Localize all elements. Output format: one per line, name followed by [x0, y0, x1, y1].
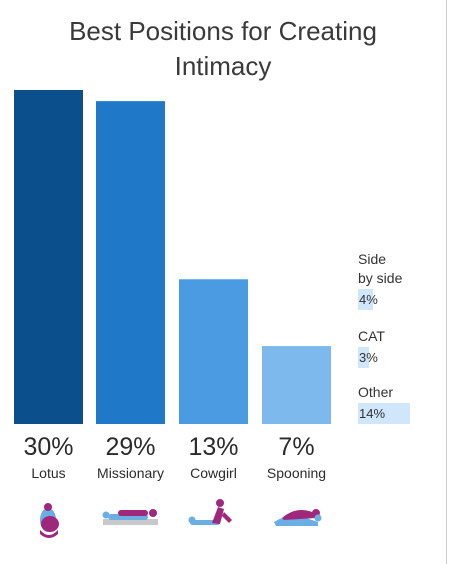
value-label-cowgirl: 13%: [188, 433, 238, 461]
bar-chart: 30% Lotus 29% Missionary 13% Cowgirl 7% Spoonin…: [14, 90, 331, 538]
bar-missionary: [96, 101, 165, 424]
other-item-value: 14%: [359, 406, 386, 421]
other-item: Side by side 4%: [358, 250, 402, 310]
bar-spooning: [262, 346, 331, 424]
other-item: Other 14%: [358, 383, 410, 424]
value-label-spooning: 7%: [278, 433, 314, 461]
value-label-lotus: 30%: [23, 433, 73, 461]
bar-cowgirl: [179, 279, 248, 424]
other-item-label: Side by side: [358, 251, 403, 286]
other-item-fill: [358, 347, 370, 368]
other-item-label: Other: [358, 384, 394, 400]
missionary-icon: [102, 509, 158, 525]
cowgirl-icon: [188, 499, 232, 525]
category-label-lotus: Lotus: [31, 465, 65, 481]
other-item-value: 3%: [359, 350, 378, 365]
bar-lotus: [14, 90, 83, 424]
category-label-spooning: Spooning: [267, 465, 326, 481]
category-label-missionary: Missionary: [97, 465, 164, 481]
other-item: CAT 3%: [358, 327, 385, 368]
frame-divider: [446, 0, 447, 564]
other-item-label: CAT: [358, 328, 385, 344]
other-item-bar: 4%: [358, 289, 402, 310]
other-item-bar: 14%: [358, 403, 410, 424]
chart-title-line-2: Intimacy: [174, 51, 272, 81]
other-item-fill: [358, 403, 410, 424]
category-label-cowgirl: Cowgirl: [190, 465, 237, 481]
other-item-value: 4%: [359, 292, 378, 307]
value-label-missionary: 29%: [105, 433, 155, 461]
lotus-icon: [40, 503, 59, 538]
chart-title-line-1: Best Positions for Creating: [69, 16, 377, 46]
other-item-fill: [358, 289, 373, 310]
spooning-icon: [274, 509, 322, 526]
other-item-bar: 3%: [358, 347, 385, 368]
chart-title: Best Positions for Creating Intimacy: [0, 14, 446, 84]
